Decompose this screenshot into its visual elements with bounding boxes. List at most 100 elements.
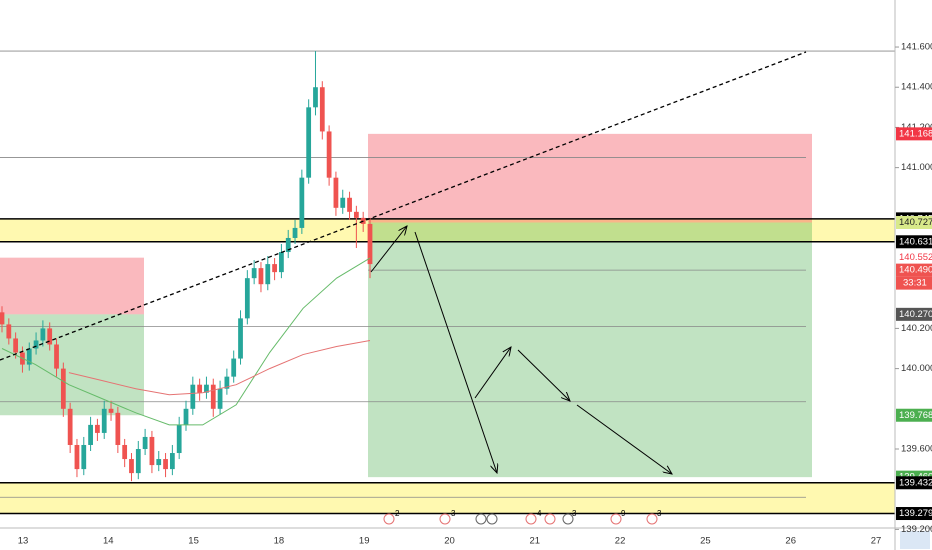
candle-body	[135, 449, 141, 474]
moving-average	[1, 257, 371, 426]
candle-body	[279, 252, 284, 273]
zone	[0, 257, 144, 315]
x-tick-label: 27	[871, 536, 882, 547]
x-tick-label: 14	[103, 536, 114, 547]
candle-body	[306, 107, 312, 178]
event-count: 3	[572, 509, 577, 518]
price-label-box	[896, 307, 932, 321]
candle-body	[101, 408, 107, 433]
candle-body	[122, 444, 128, 460]
price-label-box	[896, 507, 932, 521]
price-label: 140.552	[899, 252, 932, 263]
event-counts: 2 3 4 3 9 3	[395, 509, 662, 518]
candle-body	[265, 264, 271, 285]
price-label-box	[896, 476, 932, 490]
x-tick-label: 18	[274, 536, 285, 547]
y-tick-label: 141.000	[901, 162, 932, 173]
zone	[368, 133, 812, 223]
candle-body	[108, 408, 114, 413]
candle-body	[13, 338, 19, 353]
zone	[368, 222, 812, 478]
x-tick-label: 22	[615, 536, 626, 547]
x-tick-label: 15	[188, 536, 199, 547]
candle-body	[353, 211, 359, 218]
x-tick-label: 21	[530, 536, 541, 547]
price-label-box	[896, 251, 932, 265]
candle-body	[313, 87, 318, 108]
candle-body	[272, 264, 277, 273]
x-tick-label: 25	[700, 536, 711, 547]
candle-body	[333, 177, 339, 208]
candle-body	[285, 237, 291, 253]
candle-body	[292, 227, 298, 238]
candle-body	[60, 368, 66, 409]
candle-body	[6, 324, 12, 339]
candle-body	[81, 444, 87, 470]
candle-body	[244, 278, 250, 319]
zone	[0, 314, 144, 416]
y-tick-label: 140.200	[901, 323, 932, 334]
candle-body	[224, 376, 230, 389]
price-label: 139.768	[899, 410, 932, 421]
candle-body	[238, 318, 243, 359]
candle-body	[142, 436, 148, 450]
candle-body	[204, 384, 209, 393]
event-count: 3	[451, 509, 456, 518]
corner-button[interactable]	[900, 531, 930, 549]
candle-body	[149, 436, 155, 466]
x-tick-label: 20	[444, 536, 455, 547]
candle-body	[33, 340, 39, 349]
event-count: 4	[537, 509, 542, 518]
price-label-box	[896, 408, 932, 422]
candle-body	[54, 344, 59, 369]
candle-body	[251, 268, 257, 279]
candle-body	[115, 412, 121, 445]
event-count: 9	[621, 509, 626, 518]
candle-body	[326, 131, 332, 178]
y-tick-label: 139.200	[901, 524, 932, 535]
price-label: 139.279	[899, 508, 932, 519]
x-tick-label: 19	[359, 536, 370, 547]
zone	[0, 218, 895, 242]
price-label-box	[896, 215, 932, 229]
event-count: 2	[395, 509, 400, 518]
price-label: 140.631	[899, 236, 932, 247]
candle-body	[88, 424, 93, 445]
candle-body	[183, 408, 189, 425]
y-tick-label: 139.600	[901, 444, 932, 455]
y-tick-label: 140.000	[901, 363, 932, 374]
candle-body	[40, 328, 46, 341]
price-label: 140.490	[899, 265, 932, 276]
candle-body	[258, 268, 264, 285]
event-count: 3	[657, 509, 662, 518]
candle-body	[319, 87, 325, 132]
candle-body	[210, 384, 216, 409]
candle-body	[176, 424, 182, 454]
price-label-box	[896, 127, 932, 141]
x-tick-label: 26	[785, 536, 796, 547]
price-label: 141.168	[899, 128, 932, 139]
candle-body	[67, 408, 73, 445]
candle-body	[217, 388, 223, 409]
candle-body	[0, 312, 5, 325]
candle-body	[163, 459, 168, 470]
candle-body	[190, 384, 196, 409]
candle-body	[26, 348, 32, 365]
y-tick-label: 141.400	[901, 82, 932, 93]
moving-average	[68, 339, 371, 396]
candle-body	[95, 424, 100, 433]
arrows	[370, 226, 672, 474]
candle-body	[197, 384, 203, 393]
candle-body	[156, 459, 162, 466]
price-label: 139.432	[899, 477, 932, 488]
trend-line	[0, 51, 807, 361]
candle-body	[367, 223, 373, 265]
price-label-box	[896, 263, 932, 277]
countdown-box	[896, 276, 932, 290]
event-icons	[383, 513, 658, 525]
price-label: 140.727	[899, 217, 932, 228]
x-tick-label: 13	[18, 536, 29, 547]
candle-body	[299, 177, 305, 228]
